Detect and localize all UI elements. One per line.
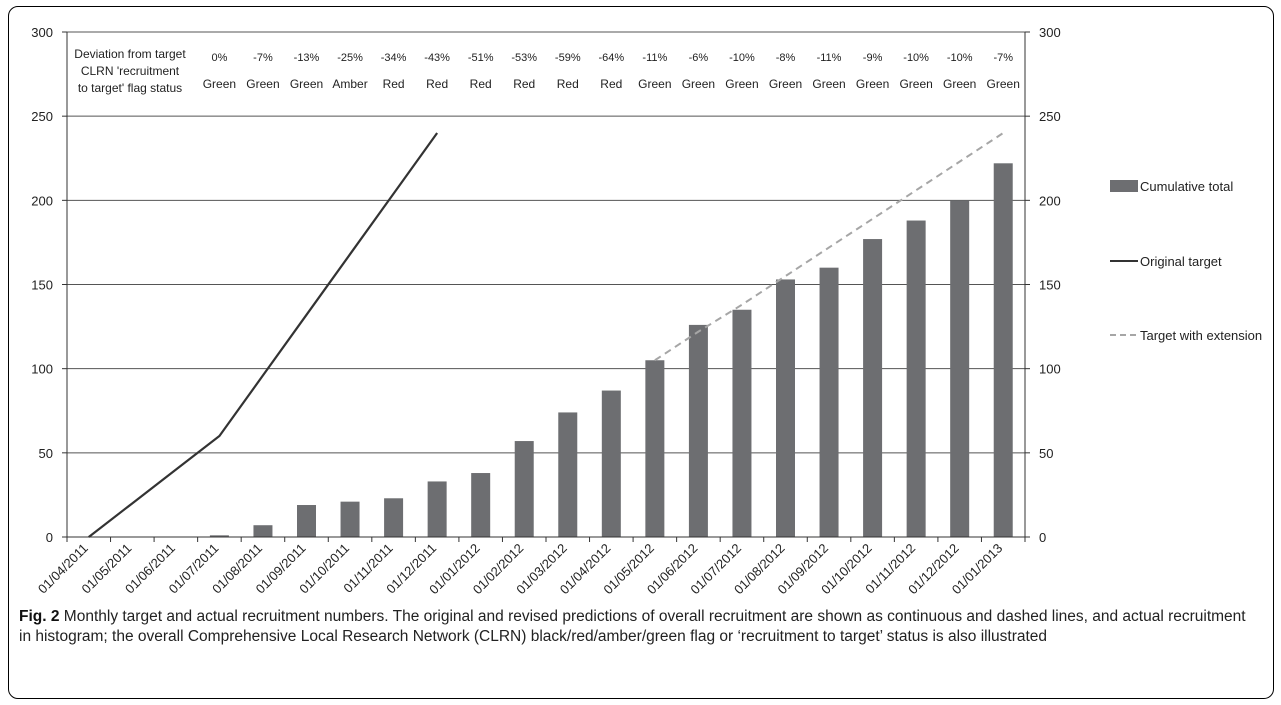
y-tick-label-left: 200 xyxy=(31,193,53,208)
deviation-value: -9% xyxy=(863,52,883,64)
y-tick-label-left: 50 xyxy=(39,446,53,461)
bar xyxy=(253,525,273,537)
line-original-target xyxy=(88,132,439,538)
y-tick-label-right: 100 xyxy=(1039,362,1061,377)
bar xyxy=(558,412,578,537)
legend-swatch-cumulative-total xyxy=(1110,180,1138,192)
bar-series-cumulative-total xyxy=(209,163,1013,538)
bar xyxy=(384,498,404,537)
flag-status-value: Red xyxy=(426,77,448,91)
bar xyxy=(950,200,970,538)
y-tick-label-right: 0 xyxy=(1039,530,1046,545)
line-series xyxy=(88,132,1004,538)
flag-status-value: Red xyxy=(383,77,405,91)
deviation-row-label: Deviation from target xyxy=(74,47,186,61)
flag-status-value: Green xyxy=(812,77,845,91)
bar xyxy=(819,267,839,537)
y-tick-label-right: 200 xyxy=(1039,193,1061,208)
caption-label: Fig. 2 xyxy=(19,608,60,625)
figure-frame xyxy=(8,6,1274,699)
flag-status-value: Green xyxy=(246,77,279,91)
flag-status-value: Red xyxy=(600,77,622,91)
flag-status-value: Red xyxy=(513,77,535,91)
deviation-value: -7% xyxy=(253,52,273,64)
deviation-value: -51% xyxy=(468,52,494,64)
deviation-value: -8% xyxy=(776,52,796,64)
deviation-value: -7% xyxy=(993,52,1013,64)
flag-status-value: Green xyxy=(899,77,932,91)
y-tick-label-right: 250 xyxy=(1039,109,1061,124)
bar xyxy=(514,441,534,537)
deviation-value: -53% xyxy=(511,52,537,64)
annotation-table: Deviation from target CLRN 'recruitment to… xyxy=(74,47,1020,95)
flag-status-value: Green xyxy=(725,77,758,91)
y-tick-label-right: 150 xyxy=(1039,278,1061,293)
flag-status-value: Green xyxy=(856,77,889,91)
deviation-value: -10% xyxy=(903,52,929,64)
bar xyxy=(688,324,708,537)
legend: Cumulative total Original target Target wi… xyxy=(1110,179,1262,343)
deviation-value: -34% xyxy=(381,52,407,64)
deviation-value: -11% xyxy=(642,52,667,64)
deviation-value: -6% xyxy=(689,52,709,64)
deviation-value: -13% xyxy=(294,52,320,64)
bar xyxy=(340,501,360,537)
deviation-value: -10% xyxy=(729,52,755,64)
bar xyxy=(906,220,926,538)
deviation-value: -10% xyxy=(947,52,973,64)
bar xyxy=(732,309,752,537)
bar xyxy=(297,505,316,537)
bar xyxy=(209,535,229,537)
deviation-value: -59% xyxy=(555,52,581,64)
flag-status-value: Green xyxy=(769,77,802,91)
bar xyxy=(601,390,621,537)
y-tick-label-left: 150 xyxy=(31,278,53,293)
flag-status-value: Green xyxy=(638,77,671,91)
deviation-value: -25% xyxy=(337,52,363,64)
deviation-value: -64% xyxy=(598,52,624,64)
bar xyxy=(863,239,883,538)
y-tick-label-right: 50 xyxy=(1039,446,1053,461)
legend-label: Cumulative total xyxy=(1140,179,1233,194)
legend-label: Original target xyxy=(1140,254,1222,269)
deviation-value: -43% xyxy=(424,52,450,64)
y-tick-label-right: 300 xyxy=(1039,25,1061,40)
flag-status-value: Red xyxy=(557,77,579,91)
y-tick-label-left: 100 xyxy=(31,362,53,377)
flag-status-value: Green xyxy=(290,77,323,91)
y-tick-label-left: 300 xyxy=(31,25,53,40)
flag-status-value: Amber xyxy=(332,77,367,91)
bar xyxy=(776,279,795,537)
bar xyxy=(645,360,665,537)
flag-status-value: Green xyxy=(987,77,1020,91)
flag-row-label-line2: to target' flag status xyxy=(78,81,182,95)
flag-row-label-line1: CLRN 'recruitment xyxy=(81,64,180,78)
y-tick-label-left: 0 xyxy=(46,530,53,545)
figure-caption: Fig. 2 Monthly target and actual recruit… xyxy=(19,607,1259,647)
bar xyxy=(427,481,447,537)
legend-label: Target with extension xyxy=(1140,328,1262,343)
bar xyxy=(471,473,491,537)
y-tick-label-left: 250 xyxy=(31,109,53,124)
flag-status-value: Red xyxy=(470,77,492,91)
flag-status-value: Green xyxy=(682,77,715,91)
flag-status-value: Green xyxy=(203,77,236,91)
flag-status-value: Green xyxy=(943,77,976,91)
bar xyxy=(993,163,1013,538)
deviation-value: 0% xyxy=(211,52,227,64)
caption-text: Monthly target and actual recruitment nu… xyxy=(19,608,1246,645)
deviation-value: -11% xyxy=(817,52,842,64)
line-target-with-extension xyxy=(654,132,1004,362)
